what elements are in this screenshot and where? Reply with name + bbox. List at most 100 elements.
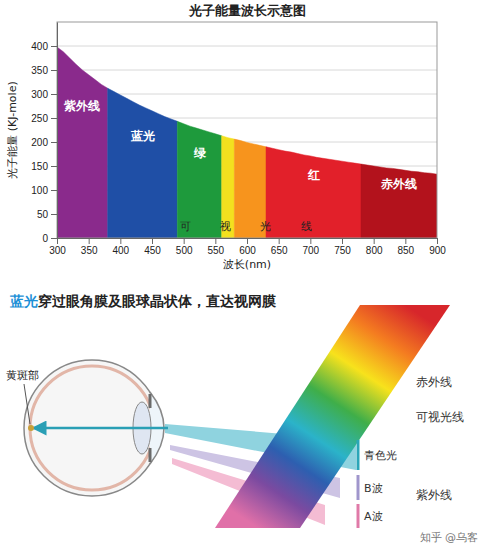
y-tick-label: 50	[37, 209, 49, 220]
diagram: 蓝光穿过眼角膜及眼球晶状体，直达视网膜黄斑部赤外线可视光线紫外线青色光B波A波	[6, 293, 464, 528]
x-tick: 900	[429, 238, 446, 256]
grid-line	[57, 46, 437, 47]
y-tick-mark	[51, 238, 57, 239]
x-tick-label: 650	[271, 245, 288, 256]
chart-title: 光子能量波长示意图	[188, 3, 306, 18]
x-tick-mark	[247, 238, 248, 244]
x-tick-label: 700	[302, 245, 319, 256]
band-area	[361, 164, 437, 238]
annotation: 光	[260, 220, 271, 233]
band-label: 赤外线	[380, 177, 417, 191]
diagram-title: 蓝光穿过眼角膜及眼球晶状体，直达视网膜	[9, 293, 277, 309]
x-tick: 600	[239, 238, 256, 256]
x-tick-mark	[57, 238, 58, 244]
x-tick-mark	[120, 238, 121, 244]
y-tick: 250	[31, 113, 57, 124]
beam-label: 青色光	[364, 449, 397, 462]
y-tick-label: 350	[31, 65, 48, 76]
annotation: 线	[301, 220, 312, 233]
y-tick-mark	[51, 190, 57, 191]
y-tick-label: 0	[42, 233, 48, 244]
x-axis-title: 波长(nm)	[223, 258, 271, 271]
y-tick-label: 300	[31, 89, 48, 100]
grid	[57, 46, 437, 238]
band-label: 蓝光	[130, 129, 155, 143]
grid-line	[57, 70, 437, 71]
x-tick-mark	[215, 238, 216, 244]
y-tick-mark	[51, 46, 57, 47]
x-tick: 850	[397, 238, 414, 256]
x-tick: 500	[176, 238, 193, 256]
x-axis: 300 350 400 450 500 550 600 650 700 750 800 850 900	[49, 238, 446, 256]
x-tick-label: 750	[334, 245, 351, 256]
y-tick-label: 150	[31, 161, 48, 172]
light-path	[33, 427, 168, 430]
y-tick-mark	[51, 142, 57, 143]
page: 光子能量波长示意图紫外线蓝光绿红赤外线可视光线30035040045050055…	[0, 0, 484, 547]
x-tick: 750	[334, 238, 351, 256]
y-tick-mark	[51, 214, 57, 215]
y-axis: 0 50 100 150 200 250 300 350 400	[31, 23, 57, 244]
y-tick-label: 400	[31, 41, 48, 52]
x-tick-mark	[374, 238, 375, 244]
diagram-title-rest: 穿过眼角膜及眼球晶状体，直达视网膜	[37, 293, 277, 309]
eye-iris	[149, 394, 152, 408]
plot-area	[57, 47, 437, 238]
band-area	[57, 47, 108, 238]
x-tick-label: 400	[112, 245, 129, 256]
y-tick: 100	[31, 185, 57, 196]
x-tick: 400	[112, 238, 129, 256]
diagram-title-highlight: 蓝光	[9, 293, 38, 309]
annotation: 可	[180, 220, 191, 233]
x-tick: 800	[366, 238, 383, 256]
band-area	[177, 121, 221, 238]
y-tick-label: 100	[31, 185, 48, 196]
y-tick: 0	[42, 233, 57, 244]
band-area	[266, 147, 361, 238]
beam-label: A波	[364, 510, 383, 523]
spectrum-label: 紫外线	[416, 488, 452, 502]
x-tick-label: 800	[366, 245, 383, 256]
band-label: 绿	[193, 146, 207, 160]
plot-frame	[57, 22, 437, 238]
y-tick-mark	[51, 94, 57, 95]
x-tick-label: 500	[176, 245, 193, 256]
spectrum-band	[215, 305, 450, 528]
y-tick: 300	[31, 89, 57, 100]
x-tick: 350	[81, 238, 98, 256]
band-labels: 紫外线蓝光绿红赤外线可 视 光 线	[63, 99, 417, 233]
beam-label: B波	[364, 482, 383, 495]
beam-marker	[357, 440, 360, 470]
band-label: 紫外线	[63, 99, 100, 113]
macula-dot	[28, 425, 34, 431]
x-tick-mark	[89, 238, 90, 244]
x-tick-mark	[279, 238, 280, 244]
y-axis-line	[57, 23, 58, 239]
watermark: 知乎 @乌客	[420, 531, 479, 544]
x-tick-mark	[405, 238, 406, 244]
x-tick-label: 900	[429, 245, 446, 256]
x-tick-mark	[342, 238, 343, 244]
x-tick-label: 550	[207, 245, 224, 256]
y-tick: 350	[31, 65, 57, 76]
x-tick-mark	[184, 238, 185, 244]
x-tick: 550	[207, 238, 224, 256]
band-label: 红	[307, 168, 320, 182]
annotation: 视	[220, 220, 231, 233]
spectrum-label: 可视光线	[416, 410, 464, 424]
x-tick-mark	[437, 238, 438, 244]
beam-marker	[357, 504, 360, 528]
y-tick-label: 250	[31, 113, 48, 124]
y-tick: 200	[31, 137, 57, 148]
macula-leader	[24, 384, 30, 424]
eye-iris	[149, 448, 152, 462]
x-tick-label: 600	[239, 245, 256, 256]
x-tick: 300	[49, 238, 66, 256]
y-tick: 400	[31, 41, 57, 52]
x-tick-label: 300	[49, 245, 66, 256]
y-tick: 50	[37, 209, 57, 220]
x-tick-label: 450	[144, 245, 161, 256]
x-tick-label: 350	[81, 245, 98, 256]
y-tick: 150	[31, 161, 57, 172]
x-tick: 650	[271, 238, 288, 256]
